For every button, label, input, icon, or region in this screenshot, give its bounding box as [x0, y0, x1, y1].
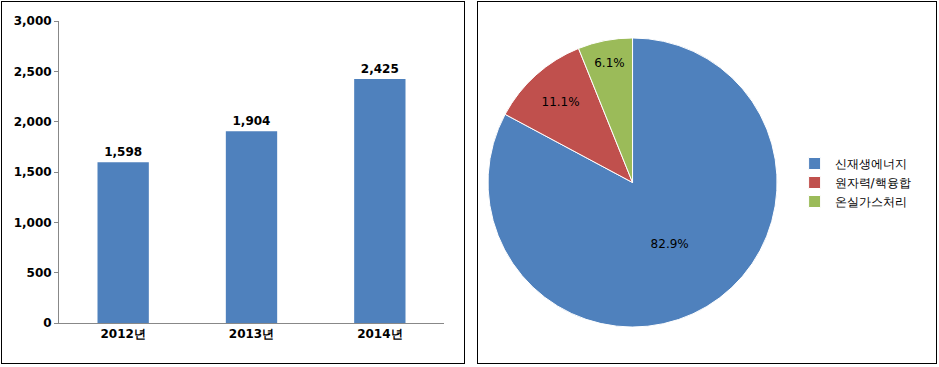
svg-text:1,904: 1,904 [233, 114, 271, 128]
svg-text:신재생에너지: 신재생에너지 [835, 157, 907, 171]
svg-text:원자력/핵융합: 원자력/핵융합 [835, 176, 911, 190]
svg-text:82.9%: 82.9% [651, 237, 689, 251]
svg-text:1,000: 1,000 [14, 216, 52, 230]
svg-text:2013년: 2013년 [229, 327, 274, 341]
svg-text:2,000: 2,000 [14, 115, 52, 129]
svg-text:6.1%: 6.1% [594, 56, 625, 70]
svg-text:1,500: 1,500 [14, 165, 52, 179]
svg-text:1,598: 1,598 [104, 145, 142, 159]
svg-text:11.1%: 11.1% [542, 95, 580, 109]
svg-text:3,000: 3,000 [14, 14, 52, 28]
svg-text:2014년: 2014년 [357, 327, 402, 341]
svg-text:2,500: 2,500 [14, 65, 52, 79]
svg-text:0: 0 [43, 316, 51, 330]
svg-text:2,425: 2,425 [361, 62, 399, 76]
svg-text:500: 500 [27, 266, 52, 280]
svg-text:온실가스처리: 온실가스처리 [835, 195, 907, 209]
svg-text:2012년: 2012년 [100, 327, 145, 341]
